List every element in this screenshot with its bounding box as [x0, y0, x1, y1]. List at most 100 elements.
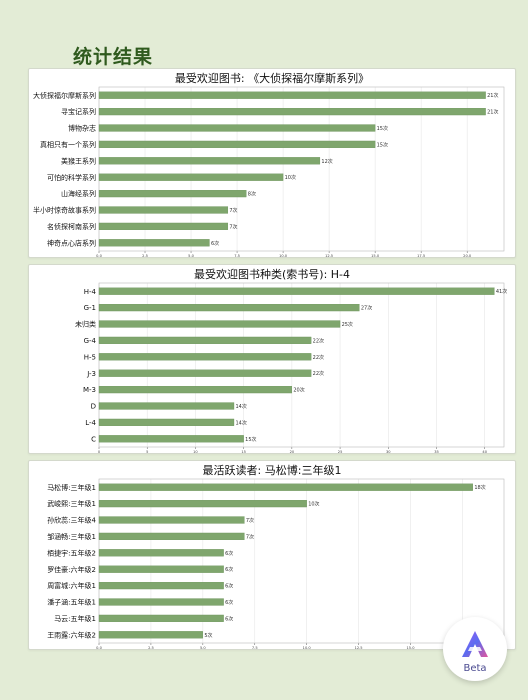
bar-value-label: 21次 — [487, 109, 498, 116]
x-tick-label: 40 — [482, 450, 487, 453]
y-category-label: 周富城:六年级1 — [47, 581, 96, 590]
bar-value-label: 12次 — [321, 158, 332, 165]
y-category-label: 神奇点心店系列 — [47, 238, 96, 247]
y-category-label: D — [91, 403, 96, 411]
bar — [98, 516, 245, 524]
x-tick-label: 20.0 — [463, 254, 472, 257]
plot-frame — [98, 86, 505, 252]
bar-value-label: 6次 — [211, 240, 219, 247]
beta-logo-icon — [462, 631, 488, 657]
x-tick-label: 2.5 — [142, 254, 148, 257]
bar-value-label: 7次 — [229, 223, 237, 230]
bar — [98, 565, 224, 573]
bar — [98, 353, 312, 361]
x-tick-label: 5.0 — [188, 254, 194, 257]
bar — [98, 549, 224, 557]
bar-value-label: 20次 — [293, 387, 304, 394]
bar-value-label: 6次 — [225, 550, 233, 557]
bar-value-label: 14次 — [236, 419, 247, 426]
y-category-label: 大侦探福尔摩斯系列 — [33, 91, 96, 100]
y-category-label: 可怕的科学系列 — [47, 173, 96, 182]
bar — [98, 206, 229, 214]
x-tick-label: 2.5 — [148, 646, 154, 649]
bar-value-label: 10次 — [285, 174, 296, 181]
y-category-label: G-1 — [84, 304, 96, 312]
x-tick-label: 7.5 — [234, 254, 240, 257]
bar — [98, 483, 473, 491]
bar — [98, 239, 210, 247]
y-category-label: H-5 — [84, 353, 96, 361]
bar — [98, 369, 312, 377]
chart-panel-popular-books: 最受欢迎图书: 《大侦探福尔摩斯系列》 0.0 2.5 5.0 7.5 10.0 12.5 1… — [28, 68, 516, 258]
bar-value-label: 15次 — [377, 125, 388, 132]
bar — [98, 500, 307, 508]
y-category-label: 半小时惊奇故事系列 — [33, 206, 96, 215]
y-category-label: 未归类 — [75, 320, 96, 329]
bar — [98, 631, 203, 639]
bar — [98, 108, 486, 116]
beta-badge[interactable]: Beta — [443, 617, 507, 681]
chart-svg: 最受欢迎图书种类(索书号): H-4 0 5 10 15 20 25 30 35 40 H-4 41次… — [75, 267, 507, 453]
x-tick-label: 25 — [338, 450, 343, 453]
chart-panel-popular-categories: 最受欢迎图书种类(索书号): H-4 0 5 10 15 20 25 30 35 40 H-4 41次… — [28, 264, 516, 454]
y-category-label: G-4 — [84, 337, 97, 345]
bar-value-label: 41次 — [496, 288, 507, 295]
bar-value-label: 6次 — [225, 583, 233, 590]
bar-value-label: 14次 — [236, 403, 247, 410]
bar-value-label: 18次 — [474, 484, 485, 491]
bar — [98, 598, 224, 606]
bar — [98, 157, 321, 165]
bar-value-label: 22次 — [313, 370, 324, 377]
chart-title: 最活跃读者: 马松博:三年级1 — [203, 463, 342, 477]
bar — [98, 418, 235, 426]
y-category-label: J-3 — [86, 370, 96, 378]
beta-label: Beta — [463, 663, 487, 674]
bar — [98, 190, 247, 198]
bar — [98, 582, 224, 590]
bar — [98, 124, 376, 132]
bar — [98, 304, 360, 312]
bar-value-label: 27次 — [361, 305, 372, 312]
x-tick-label: 0 — [98, 450, 101, 453]
x-tick-label: 5.0 — [200, 646, 206, 649]
bar — [98, 287, 495, 295]
x-tick-label: 12.5 — [325, 254, 333, 257]
x-tick-label: 17.5 — [417, 254, 425, 257]
y-category-label: H-4 — [84, 288, 97, 296]
bar — [98, 386, 293, 394]
bar-value-label: 7次 — [246, 517, 254, 524]
bar — [98, 435, 244, 443]
x-tick-label: 10.0 — [303, 646, 312, 649]
chart-svg: 最受欢迎图书: 《大侦探福尔摩斯系列》 0.0 2.5 5.0 7.5 10.0 12.5 1… — [33, 71, 505, 257]
y-category-label: M-3 — [83, 386, 96, 394]
bar-value-label: 7次 — [246, 533, 254, 540]
y-category-label: L-4 — [85, 419, 96, 427]
x-tick-label: 10 — [193, 450, 198, 453]
chart-svg: 最活跃读者: 马松博:三年级1 0.0 2.5 5.0 7.5 10.0 12.5 15.0 1… — [47, 463, 505, 649]
x-tick-label: 10.0 — [279, 254, 288, 257]
y-category-label: 马云:五年级1 — [54, 614, 96, 623]
page-title: 统计结果 — [73, 46, 154, 68]
y-category-label: 邹涵畅:三年级1 — [47, 532, 96, 541]
chart-title: 最受欢迎图书种类(索书号): H-4 — [194, 267, 350, 281]
x-tick-label: 15.0 — [407, 646, 416, 649]
bar — [98, 91, 486, 99]
x-tick-label: 12.5 — [355, 646, 363, 649]
y-category-label: 名侦探柯南系列 — [47, 222, 96, 231]
x-tick-label: 30 — [386, 450, 391, 453]
bar-value-label: 8次 — [248, 191, 256, 198]
bar-value-label: 25次 — [342, 321, 353, 328]
y-category-label: 栢捷宇:五年级2 — [47, 548, 96, 557]
bar-value-label: 22次 — [313, 354, 324, 361]
x-tick-label: 15 — [241, 450, 246, 453]
bar — [98, 140, 376, 148]
bar — [98, 222, 229, 230]
x-tick-label: 7.5 — [252, 646, 258, 649]
y-category-label: 博物杂志 — [68, 124, 96, 133]
bar-value-label: 21次 — [487, 92, 498, 99]
chart-title: 最受欢迎图书: 《大侦探福尔摩斯系列》 — [175, 71, 369, 85]
bar — [98, 173, 284, 181]
bar — [98, 614, 224, 622]
x-tick-label: 15.0 — [371, 254, 380, 257]
bar — [98, 336, 312, 344]
